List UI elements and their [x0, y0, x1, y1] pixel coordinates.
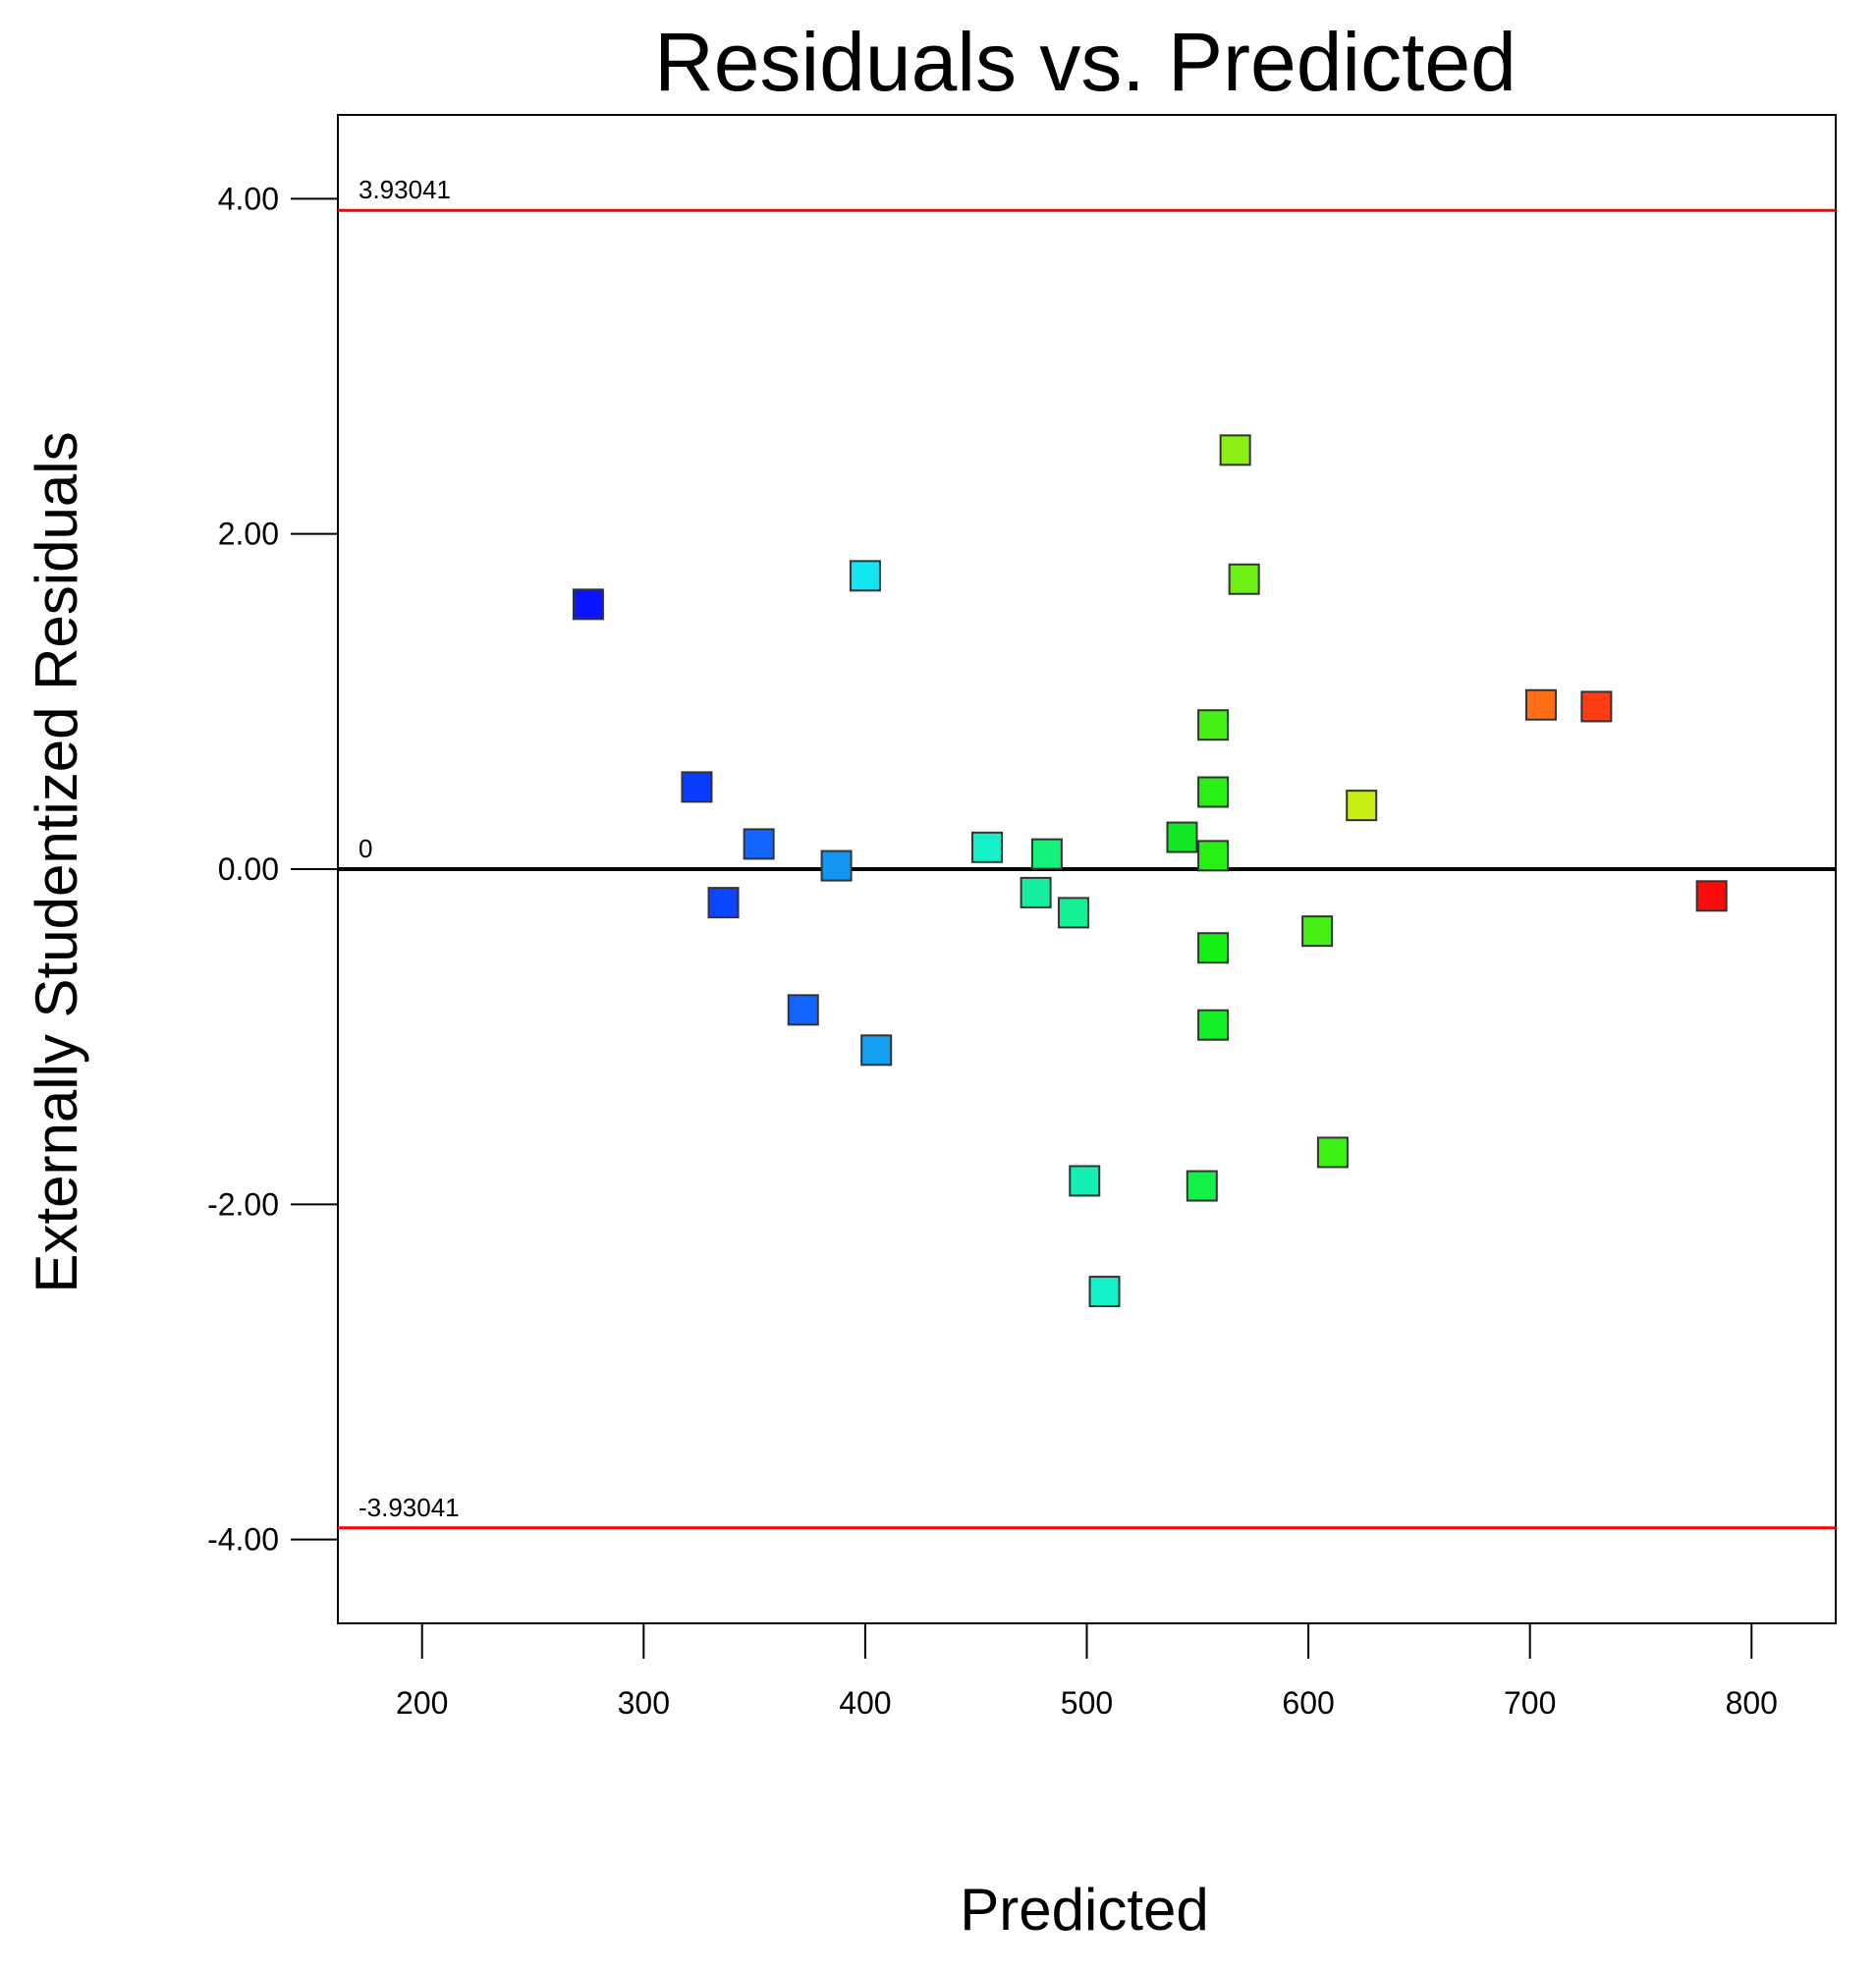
chart-title: Residuals vs. Predicted [654, 16, 1517, 108]
data-point [707, 887, 740, 919]
data-point [1580, 690, 1613, 723]
y-axis: 4.00 2.00 0.00 -2.00 -4.00 [207, 181, 338, 1558]
data-point [1228, 563, 1260, 595]
y-tick-label: 4.00 [218, 181, 279, 216]
data-point [1197, 840, 1230, 872]
data-point [1197, 709, 1230, 741]
x-tick-label: 200 [396, 1685, 448, 1721]
data-point [820, 849, 853, 882]
y-tick-label: -4.00 [207, 1522, 279, 1558]
y-tick-label: -2.00 [207, 1186, 279, 1222]
data-point [849, 560, 881, 592]
data-point [787, 994, 819, 1026]
data-point [743, 828, 775, 860]
zero-line-label: 0 [359, 834, 372, 863]
x-axis-label: Predicted [960, 1877, 1208, 1943]
data-points [572, 434, 1728, 1308]
data-point [1695, 880, 1728, 912]
x-tick-label: 500 [1061, 1685, 1113, 1721]
x-tick-label: 300 [618, 1685, 670, 1721]
reference-lines: 3.93041 0 -3.93041 [338, 175, 1836, 1530]
upper-limit-label: 3.93041 [359, 175, 451, 204]
data-point [681, 771, 713, 803]
data-point [1316, 1136, 1349, 1169]
data-point [1346, 790, 1378, 822]
data-point [970, 831, 1003, 863]
x-axis: 200 300 400 500 600 700 800 [396, 1623, 1778, 1721]
data-point [1057, 897, 1089, 929]
data-point [1197, 932, 1230, 964]
x-tick-label: 700 [1504, 1685, 1556, 1721]
y-axis-label: Externally Studentized Residuals [24, 431, 89, 1292]
data-point [1030, 838, 1063, 870]
x-tick-label: 600 [1282, 1685, 1334, 1721]
data-point [1186, 1170, 1218, 1202]
data-point [572, 588, 604, 621]
data-point [1197, 1009, 1230, 1041]
data-point [1088, 1276, 1121, 1308]
data-point [1020, 876, 1052, 908]
data-point [1301, 915, 1334, 948]
data-point [1166, 821, 1198, 853]
data-point [1197, 776, 1230, 808]
data-point [1524, 688, 1557, 721]
x-tick-label: 800 [1726, 1685, 1778, 1721]
y-tick-label: 0.00 [218, 851, 279, 887]
data-point [1069, 1165, 1101, 1197]
data-point [1219, 434, 1251, 466]
data-point [860, 1034, 893, 1067]
x-tick-label: 400 [839, 1685, 891, 1721]
lower-limit-label: -3.93041 [359, 1493, 460, 1522]
y-tick-label: 2.00 [218, 517, 279, 552]
